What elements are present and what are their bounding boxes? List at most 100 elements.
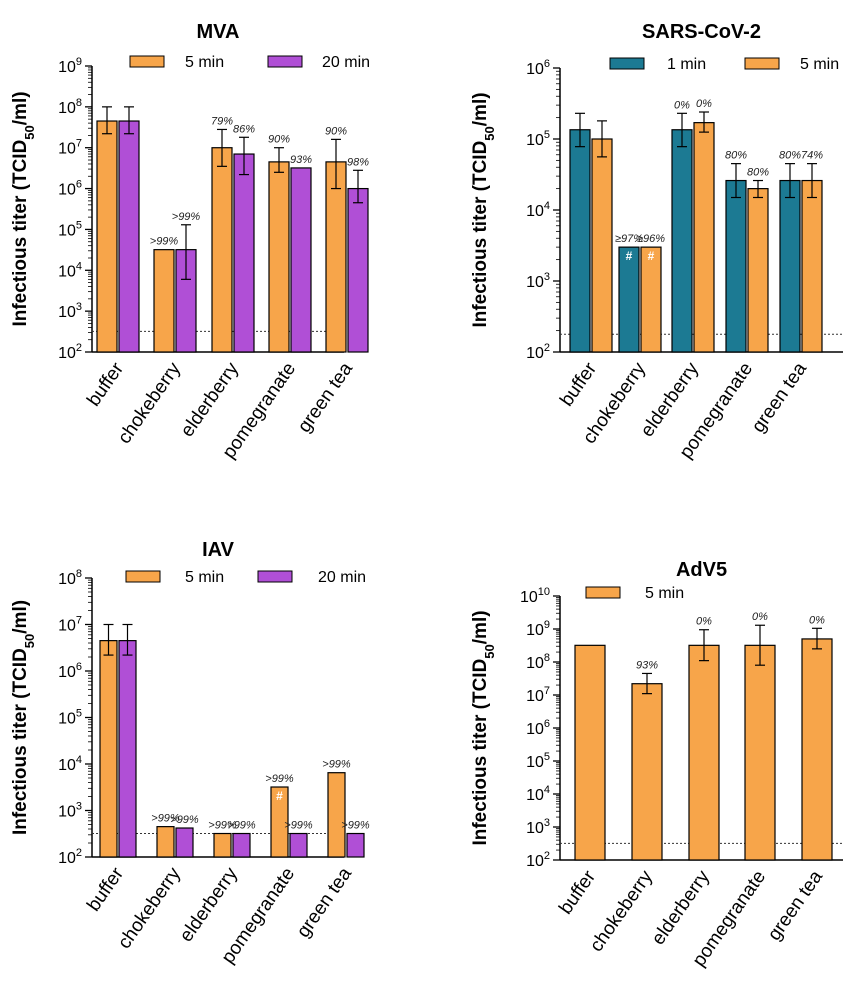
bar-green-tea-5-min: [801, 179, 823, 353]
y-tick-exponent: 6: [544, 58, 550, 70]
y-axis-label: Infectious titer (TCID50/ml): [10, 600, 37, 835]
reduction-label-elderberry-5-min: >99%: [208, 820, 237, 832]
y-tick-label: 104: [58, 260, 82, 280]
legend-swatch-1-min: [609, 57, 645, 70]
y-tick-exponent: 9: [544, 619, 550, 631]
bar-elderberry-20-min: [233, 153, 255, 353]
x-category-label-green-tea: green tea: [294, 358, 358, 436]
legend-label-1-min: 1 min: [667, 56, 706, 73]
bar-green-tea-5-min: [801, 638, 833, 861]
bar-buffer-20-min: [118, 640, 137, 858]
x-category-label-buffer: buffer: [555, 866, 600, 918]
bar-chokeberry-5-min: [156, 826, 175, 858]
x-category-label-green-tea: green tea: [764, 866, 828, 944]
y-tick-base: 10: [526, 132, 544, 149]
y-tick-exponent: 2: [76, 847, 82, 859]
bar-pomegranate-5-min: [744, 644, 776, 861]
y-tick-base: 10: [58, 850, 76, 867]
legend-label-5-min: 5 min: [185, 54, 224, 71]
legend-swatch-20-min: [257, 570, 293, 583]
reduction-label-pomegranate-20-min: >99%: [284, 820, 313, 832]
y-axis-label: Infectious titer (TCID50/ml): [10, 91, 37, 326]
y-axis-label-subscript: 50: [22, 634, 37, 648]
y-tick-label: 104: [58, 754, 82, 774]
bar-green-tea-5-min: [327, 772, 346, 858]
y-tick-exponent: 3: [76, 301, 82, 313]
y-tick-exponent: 6: [544, 718, 550, 730]
reduction-label-chokeberry-20-min: >99%: [172, 211, 201, 223]
legend-label-5-min: 5 min: [185, 569, 224, 586]
y-axis-label-main: Infectious titer (TCID: [470, 659, 491, 846]
bar-buffer-5-min: [591, 138, 613, 353]
y-tick-label: 107: [58, 615, 82, 635]
y-axis-label-subscript: 50: [482, 644, 497, 658]
y-tick-label: 108: [58, 97, 82, 117]
y-axis-label-tail: /ml): [470, 92, 491, 126]
y-axis-label-main: Infectious titer (TCID: [10, 140, 31, 327]
legend-swatch-20-min: [267, 55, 303, 68]
y-tick-label: 105: [58, 219, 82, 239]
y-axis-label-tail: /ml): [10, 600, 31, 634]
legend-swatch-5-min: [585, 586, 621, 599]
legend-label-5-min: 5 min: [800, 56, 839, 73]
y-tick-exponent: 2: [76, 342, 82, 354]
y-tick-base: 10: [58, 711, 76, 728]
y-tick-label: 106: [526, 58, 550, 78]
bar-chokeberry-1-min: [618, 246, 640, 353]
x-category-label-green-tea: green tea: [748, 358, 812, 436]
reduction-label-pomegranate-5-min: 90%: [268, 134, 290, 146]
reduction-label-green-tea-5-min: >99%: [322, 759, 351, 771]
y-axis-label: Infectious titer (TCID50/ml): [470, 610, 497, 845]
reduction-label-green-tea-20-min: >99%: [341, 820, 370, 832]
y-tick-exponent: 4: [544, 200, 550, 212]
y-tick-label: 1010: [520, 586, 550, 606]
y-tick-label: 107: [58, 138, 82, 158]
reduction-label-elderberry-5-min: 0%: [696, 616, 712, 628]
bar-pomegranate-5-min: [270, 786, 289, 858]
legend-swatch-5-min: [129, 55, 165, 68]
y-tick-label: 103: [58, 301, 82, 321]
bar-elderberry-5-min: [688, 644, 720, 861]
reduction-label-green-tea-1-min: 80%: [779, 150, 801, 162]
reduction-label-elderberry-20-min: >99%: [227, 820, 256, 832]
bar-chokeberry-20-min: [175, 827, 194, 858]
y-tick-base: 10: [526, 203, 544, 220]
below-detection-marker: #: [626, 249, 633, 263]
reduction-label-elderberry-1-min: 0%: [674, 99, 690, 111]
chart-title: SARS-CoV-2: [642, 21, 761, 43]
y-tick-label: 106: [58, 179, 82, 199]
y-tick-base: 10: [526, 787, 544, 804]
y-tick-exponent: 5: [544, 129, 550, 141]
reduction-label-chokeberry-5-min: >99%: [151, 813, 180, 825]
y-tick-label: 102: [58, 847, 82, 867]
legend-swatch-5-min: [125, 570, 161, 583]
y-tick-base: 10: [58, 757, 76, 774]
y-tick-label: 103: [58, 801, 82, 821]
y-tick-base: 10: [526, 688, 544, 705]
y-tick-exponent: 8: [76, 568, 82, 580]
y-tick-exponent: 2: [544, 342, 550, 354]
y-tick-label: 106: [526, 718, 550, 738]
y-tick-base: 10: [526, 345, 544, 362]
y-tick-base: 10: [526, 721, 544, 738]
y-tick-exponent: 4: [76, 260, 82, 272]
y-tick-exponent: 5: [544, 751, 550, 763]
y-tick-label: 102: [526, 342, 550, 362]
sars-cov-2-panel: SARS-CoV-2 Infectious titer (TCID50/ml) 10…: [470, 21, 843, 463]
y-tick-base: 10: [526, 853, 544, 870]
reduction-label-pomegranate-5-min: 0%: [752, 611, 768, 623]
below-detection-marker: #: [648, 249, 655, 263]
y-tick-exponent: 2: [544, 850, 550, 862]
y-tick-exponent: 4: [544, 784, 550, 796]
reduction-label-green-tea-5-min: 74%: [801, 150, 823, 162]
reduction-label-elderberry-5-min: 0%: [696, 98, 712, 110]
y-tick-label: 105: [58, 708, 82, 728]
y-tick-exponent: 7: [544, 685, 550, 697]
bar-buffer-1-min: [569, 129, 591, 353]
y-tick-base: 10: [58, 100, 76, 117]
y-tick-label: 108: [58, 568, 82, 588]
reduction-label-green-tea-5-min: 0%: [809, 614, 825, 626]
